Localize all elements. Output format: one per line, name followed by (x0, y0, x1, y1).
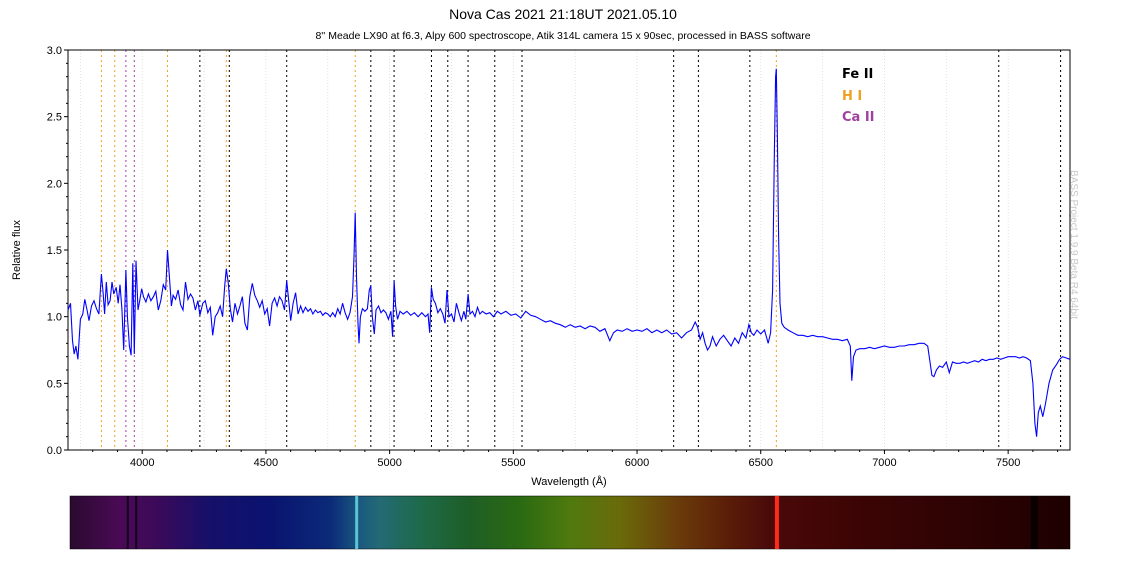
x-tick-label: 7000 (872, 457, 896, 469)
y-tick-label: 3.0 (47, 45, 62, 57)
strip-emission-line (774, 496, 779, 549)
y-tick-label: 0.0 (47, 445, 62, 457)
y-tick-label: 2.0 (47, 178, 62, 190)
plot-frame (67, 49, 1071, 451)
y-tick-label: 1.5 (47, 245, 62, 257)
y-tick-label: 0.5 (47, 378, 62, 390)
x-tick-label: 4000 (130, 457, 154, 469)
strip-hbeta-line (355, 496, 359, 549)
strip-absorption-band (135, 496, 138, 549)
x-tick-label: 7500 (996, 457, 1020, 469)
y-tick-label: 2.5 (47, 112, 62, 124)
chart-subtitle: 8'' Meade LX90 at f6.3, Alpy 600 spectro… (315, 30, 811, 42)
strip-absorption-band (126, 496, 129, 549)
y-tick-label: 1.0 (47, 312, 62, 324)
legend-entry-fe2: Fe II (842, 67, 874, 82)
spectrum-line (67, 68, 1071, 437)
chart-title: Nova Cas 2021 21:18UT 2021.05.10 (449, 6, 677, 22)
legend: Fe II H I Ca II (842, 64, 875, 129)
x-tick-label: 6000 (625, 457, 649, 469)
x-tick-label: 6500 (748, 457, 772, 469)
x-axis-label: Wavelength (Å) (531, 475, 606, 488)
x-tick-label: 4500 (254, 457, 278, 469)
strip-absorption-band (1030, 496, 1039, 549)
legend-entry-ca2: Ca II (842, 110, 875, 125)
spectrum-color-strip (69, 495, 1071, 550)
x-tick-label: 5500 (501, 457, 525, 469)
y-axis-label: Relative flux (11, 220, 23, 280)
legend-entry-h1: H I (842, 88, 863, 104)
x-tick-label: 5000 (377, 457, 401, 469)
